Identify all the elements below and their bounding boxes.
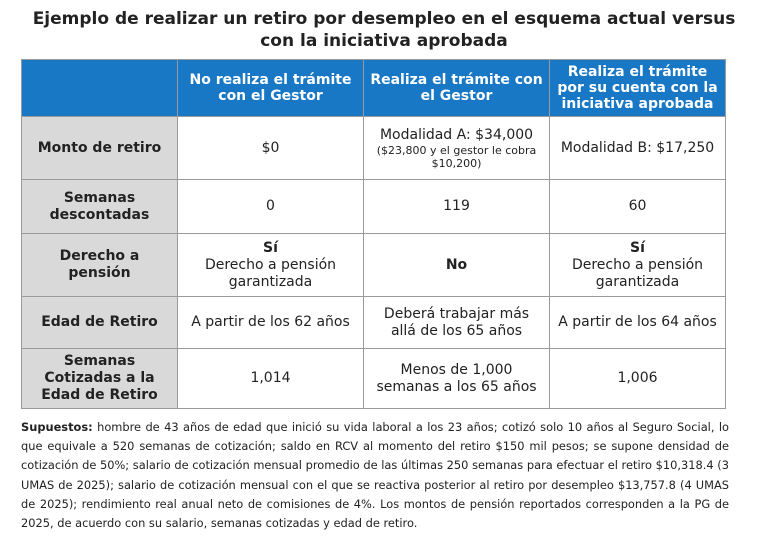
table-cell: No xyxy=(363,233,550,297)
row-label: Monto de retiro xyxy=(21,116,178,180)
comparison-table: No realiza el trámite con el Gestor Real… xyxy=(21,59,726,409)
column-header: No realiza el trámite con el Gestor xyxy=(177,59,364,117)
table-cell: Modalidad A: $34,000 ($23,800 y el gesto… xyxy=(363,116,550,180)
header-corner xyxy=(21,59,178,117)
table-cell: 119 xyxy=(363,179,550,234)
table-row: Monto de retiro $0 Modalidad A: $34,000 … xyxy=(21,116,726,180)
table-cell: Deberá trabajar más allá de los 65 años xyxy=(363,296,550,349)
table-cell: A partir de los 64 años xyxy=(549,296,726,349)
column-header: Realiza el trámite con el Gestor xyxy=(363,59,550,117)
table-row: Derecho a pensión Sí Derecho a pensión g… xyxy=(21,233,726,297)
table-cell: 1,006 xyxy=(549,348,726,409)
table-cell: Sí Derecho a pensión garantizada xyxy=(549,233,726,297)
cell-text: Derecho a pensión garantizada xyxy=(571,256,704,290)
table-header-row: No realiza el trámite con el Gestor Real… xyxy=(21,59,726,117)
table-cell: Menos de 1,000 semanas a los 65 años xyxy=(363,348,550,409)
cell-bold-text: Sí xyxy=(263,239,278,256)
cell-note: ($23,800 y el gestor le cobra $10,200) xyxy=(376,143,537,170)
row-label: Semanas Cotizadas a la Edad de Retiro xyxy=(21,348,178,409)
cell-bold-text: Sí xyxy=(630,239,645,256)
row-label: Edad de Retiro xyxy=(21,296,178,349)
assumptions-label: Supuestos: xyxy=(21,420,93,434)
row-label: Semanas descontadas xyxy=(21,179,178,234)
assumptions-text: hombre de 43 años de edad que inició su … xyxy=(21,420,729,531)
table-row: Semanas descontadas 0 119 60 xyxy=(21,179,726,234)
cell-bold-text: No xyxy=(445,256,468,273)
table-cell: Modalidad B: $17,250 xyxy=(549,116,726,180)
table-cell: $0 xyxy=(177,116,364,180)
table-cell: A partir de los 62 años xyxy=(177,296,364,349)
table-row: Semanas Cotizadas a la Edad de Retiro 1,… xyxy=(21,348,726,409)
table-cell: 1,014 xyxy=(177,348,364,409)
page-title: Ejemplo de realizar un retiro por desemp… xyxy=(32,9,736,51)
column-header: Realiza el trámite por su cuenta con la … xyxy=(549,59,726,117)
table-cell: 0 xyxy=(177,179,364,234)
assumptions-note: Supuestos: hombre de 43 años de edad que… xyxy=(21,418,729,533)
cell-main-text: Modalidad A: $34,000 xyxy=(379,126,534,143)
table-row: Edad de Retiro A partir de los 62 años D… xyxy=(21,296,726,349)
table-cell: 60 xyxy=(549,179,726,234)
row-label: Derecho a pensión xyxy=(21,233,178,297)
table-cell: Sí Derecho a pensión garantizada xyxy=(177,233,364,297)
cell-text: Derecho a pensión garantizada xyxy=(204,256,337,290)
